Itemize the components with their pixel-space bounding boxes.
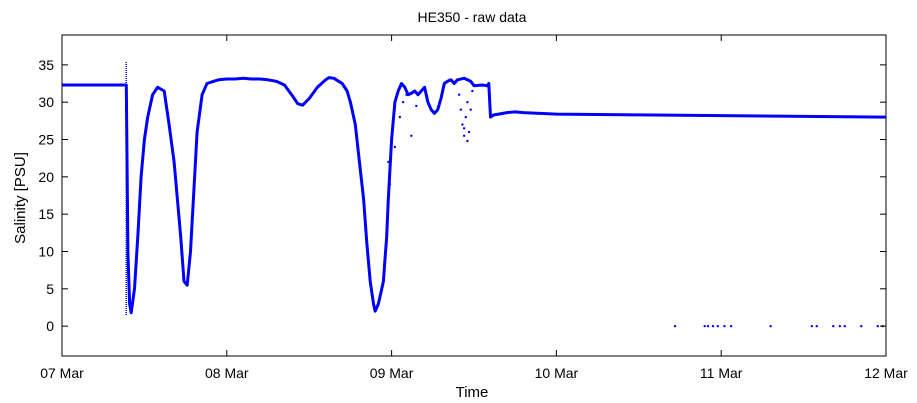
data-point <box>401 100 405 104</box>
series-line-0 <box>62 76 887 315</box>
data-point <box>388 183 392 186</box>
data-point <box>703 324 706 328</box>
data-point <box>838 324 842 328</box>
data-point <box>461 123 464 126</box>
y-tick-label: 30 <box>38 94 54 110</box>
data-point <box>393 145 397 149</box>
data-point <box>462 134 466 137</box>
y-tick-label: 20 <box>38 169 54 185</box>
x-tick-label: 11 Mar <box>700 365 743 381</box>
data-point <box>729 324 733 328</box>
y-axis-label: Salinity [PSU] <box>12 152 29 244</box>
data-point <box>405 93 408 96</box>
data-point <box>410 134 413 137</box>
data-point <box>843 324 846 328</box>
data-point <box>459 108 463 111</box>
data-point <box>467 130 471 134</box>
plot-area <box>61 34 887 357</box>
data-point <box>723 324 726 328</box>
x-tick-label: 07 Mar <box>40 365 84 381</box>
data-point <box>471 89 474 93</box>
y-tick-label: 5 <box>46 281 54 297</box>
data-point <box>466 100 469 104</box>
data-point <box>398 115 402 119</box>
y-tick-label: 0 <box>46 318 54 334</box>
y-tick-label: 15 <box>38 206 54 222</box>
chart-title: HE350 - raw data <box>418 9 527 25</box>
data-point <box>815 324 818 328</box>
x-tick-label: 10 Mar <box>535 365 579 381</box>
data-point <box>711 324 715 328</box>
x-tick-label: 08 Mar <box>205 365 249 381</box>
data-point <box>387 160 390 164</box>
data-point <box>469 108 472 111</box>
data-point <box>706 324 710 328</box>
data-point <box>466 139 469 143</box>
x-axis-ticks: 07 Mar 08 Mar 09 Mar 10 Mar 11 Mar 12 Mar <box>40 35 908 381</box>
data-point <box>415 104 418 108</box>
y-tick-label: 10 <box>38 243 54 259</box>
data-point <box>716 324 720 328</box>
data-point <box>462 127 466 130</box>
y-axis-ticks: 0 5 10 15 20 25 30 35 <box>38 57 886 334</box>
data-point <box>673 324 677 328</box>
data-point <box>832 324 835 328</box>
data-point <box>457 93 461 96</box>
data-point <box>876 324 879 328</box>
data-point <box>860 324 863 328</box>
plot-frame <box>61 34 887 357</box>
x-tick-label: 09 Mar <box>370 365 414 381</box>
y-tick-label: 35 <box>38 57 54 73</box>
x-axis-label: Time <box>456 384 489 401</box>
data-point <box>464 115 467 119</box>
y-tick-label: 25 <box>38 132 54 148</box>
data-point <box>810 324 814 328</box>
x-tick-label: 12 Mar <box>864 365 908 381</box>
data-point <box>769 324 772 328</box>
